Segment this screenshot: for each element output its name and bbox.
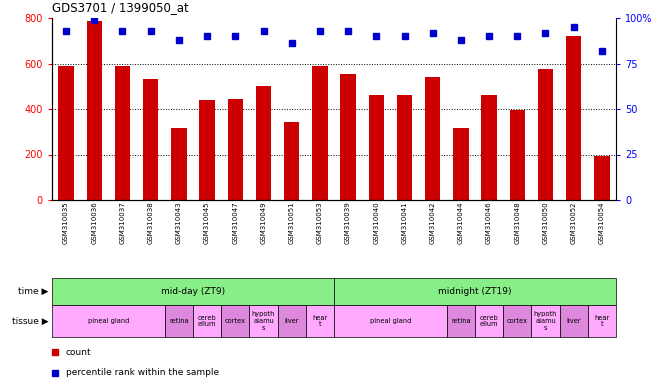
Text: time ▶: time ▶ (18, 287, 49, 296)
Text: cereb
ellum: cereb ellum (480, 314, 498, 328)
Text: hear
t: hear t (594, 314, 610, 328)
Bar (86, 22, 102, 200)
Bar (341, 74, 356, 200)
Text: count: count (65, 348, 91, 357)
Bar (475, 305, 503, 337)
Bar (278, 305, 306, 337)
Bar (115, 66, 130, 200)
Text: liver: liver (566, 318, 581, 324)
Bar (334, 305, 447, 337)
Text: cortex: cortex (225, 318, 246, 324)
Text: liver: liver (284, 318, 299, 324)
Bar (503, 305, 531, 337)
Bar (143, 79, 158, 200)
Bar (588, 305, 616, 337)
Text: GDS3701 / 1399050_at: GDS3701 / 1399050_at (52, 1, 189, 14)
Text: hypoth
alamu
s: hypoth alamu s (534, 311, 557, 331)
Bar (594, 156, 610, 200)
Bar (425, 77, 440, 200)
Bar (510, 110, 525, 200)
Bar (58, 66, 74, 200)
Bar (52, 278, 334, 305)
Text: cereb
ellum: cereb ellum (198, 314, 216, 328)
Bar (397, 95, 412, 200)
Bar (334, 278, 616, 305)
Bar (531, 305, 560, 337)
Text: retina: retina (169, 318, 189, 324)
Bar (228, 99, 243, 200)
Bar (221, 305, 249, 337)
Bar (453, 128, 469, 200)
Text: pineal gland: pineal gland (88, 318, 129, 324)
Text: pineal gland: pineal gland (370, 318, 411, 324)
Bar (306, 305, 334, 337)
Text: mid-day (ZT9): mid-day (ZT9) (161, 287, 225, 296)
Bar (193, 305, 221, 337)
Text: percentile rank within the sample: percentile rank within the sample (65, 368, 218, 377)
Bar (560, 305, 588, 337)
Bar (447, 305, 475, 337)
Text: retina: retina (451, 318, 471, 324)
Text: cortex: cortex (507, 318, 528, 324)
Bar (165, 305, 193, 337)
Text: hypoth
alamu
s: hypoth alamu s (252, 311, 275, 331)
Text: tissue ▶: tissue ▶ (12, 316, 49, 326)
Bar (538, 69, 553, 200)
Bar (312, 66, 327, 200)
Bar (566, 36, 581, 200)
Text: midnight (ZT19): midnight (ZT19) (438, 287, 512, 296)
Bar (368, 95, 384, 200)
Bar (199, 100, 215, 200)
Bar (52, 305, 165, 337)
Bar (255, 86, 271, 200)
Text: hear
t: hear t (312, 314, 327, 328)
Bar (284, 121, 300, 200)
Bar (249, 305, 278, 337)
Bar (481, 95, 497, 200)
Bar (171, 128, 187, 200)
